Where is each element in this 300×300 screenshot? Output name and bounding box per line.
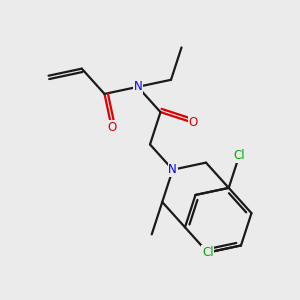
Text: Cl: Cl: [233, 149, 245, 162]
Text: N: N: [168, 163, 177, 176]
Text: Cl: Cl: [202, 246, 214, 259]
Text: O: O: [188, 116, 197, 129]
Text: O: O: [107, 121, 116, 134]
Text: N: N: [134, 80, 142, 93]
